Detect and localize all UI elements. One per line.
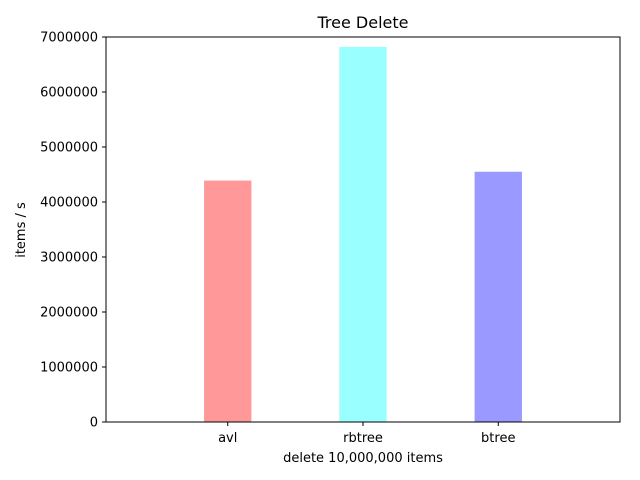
bar-avl xyxy=(204,180,252,422)
x-tick-label: btree xyxy=(481,431,515,446)
y-tick-label: 5000000 xyxy=(40,141,98,156)
y-tick-label: 7000000 xyxy=(40,31,98,46)
y-tick-label: 3000000 xyxy=(40,251,98,266)
x-tick-label: rbtree xyxy=(343,431,383,446)
chart-title: Tree Delete xyxy=(317,13,409,32)
y-tick-label: 6000000 xyxy=(40,86,98,101)
y-axis: 0 1000000 2000000 3000000 4000000 5000000 6000… xyxy=(40,31,106,431)
y-tick-label: 0 xyxy=(90,416,98,431)
y-tick-label: 2000000 xyxy=(40,306,98,321)
bars-group xyxy=(204,46,522,423)
x-tick-label: avl xyxy=(218,431,237,446)
y-tick-label: 1000000 xyxy=(40,361,98,376)
plot-frame xyxy=(105,36,621,423)
bar-btree xyxy=(474,171,522,422)
x-axis: avl rbtree btree xyxy=(218,422,515,446)
bar-rbtree xyxy=(339,46,387,423)
y-axis-label: items / s xyxy=(14,202,29,258)
x-axis-label: delete 10,000,000 items xyxy=(283,451,443,466)
y-tick-label: 4000000 xyxy=(40,196,98,211)
